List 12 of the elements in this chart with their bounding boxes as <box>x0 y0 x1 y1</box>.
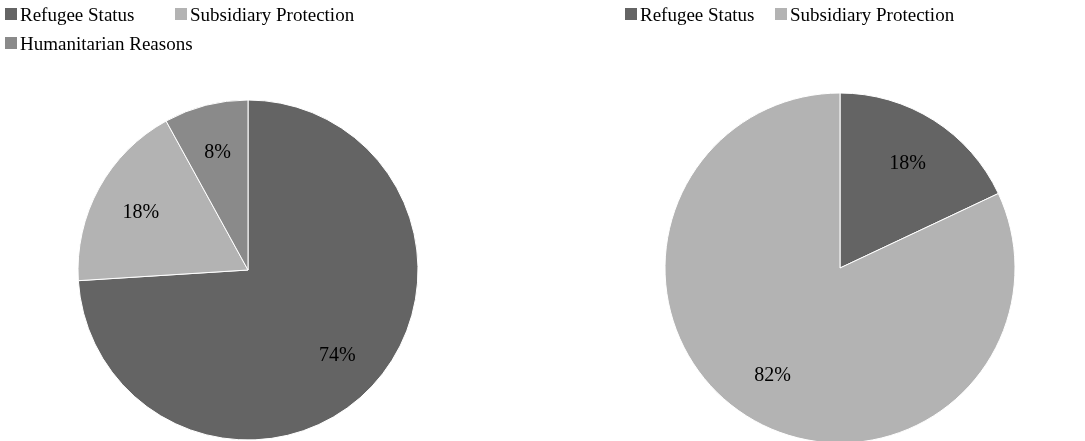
legend-label: Subsidiary Protection <box>190 3 355 25</box>
legend-label: Refugee Status <box>640 3 755 25</box>
legend-label: Refugee Status <box>20 3 135 25</box>
pie-slice <box>77 99 419 441</box>
data-label: 82% <box>754 363 791 386</box>
data-label: 74% <box>318 342 356 365</box>
pie-slice <box>664 92 1016 441</box>
legend-label: Subsidiary Protection <box>790 3 955 25</box>
data-label: 8% <box>204 140 231 163</box>
data-label: 18% <box>889 150 926 173</box>
data-label: 18% <box>122 200 160 223</box>
legend-label: Humanitarian Reasons <box>20 32 193 54</box>
